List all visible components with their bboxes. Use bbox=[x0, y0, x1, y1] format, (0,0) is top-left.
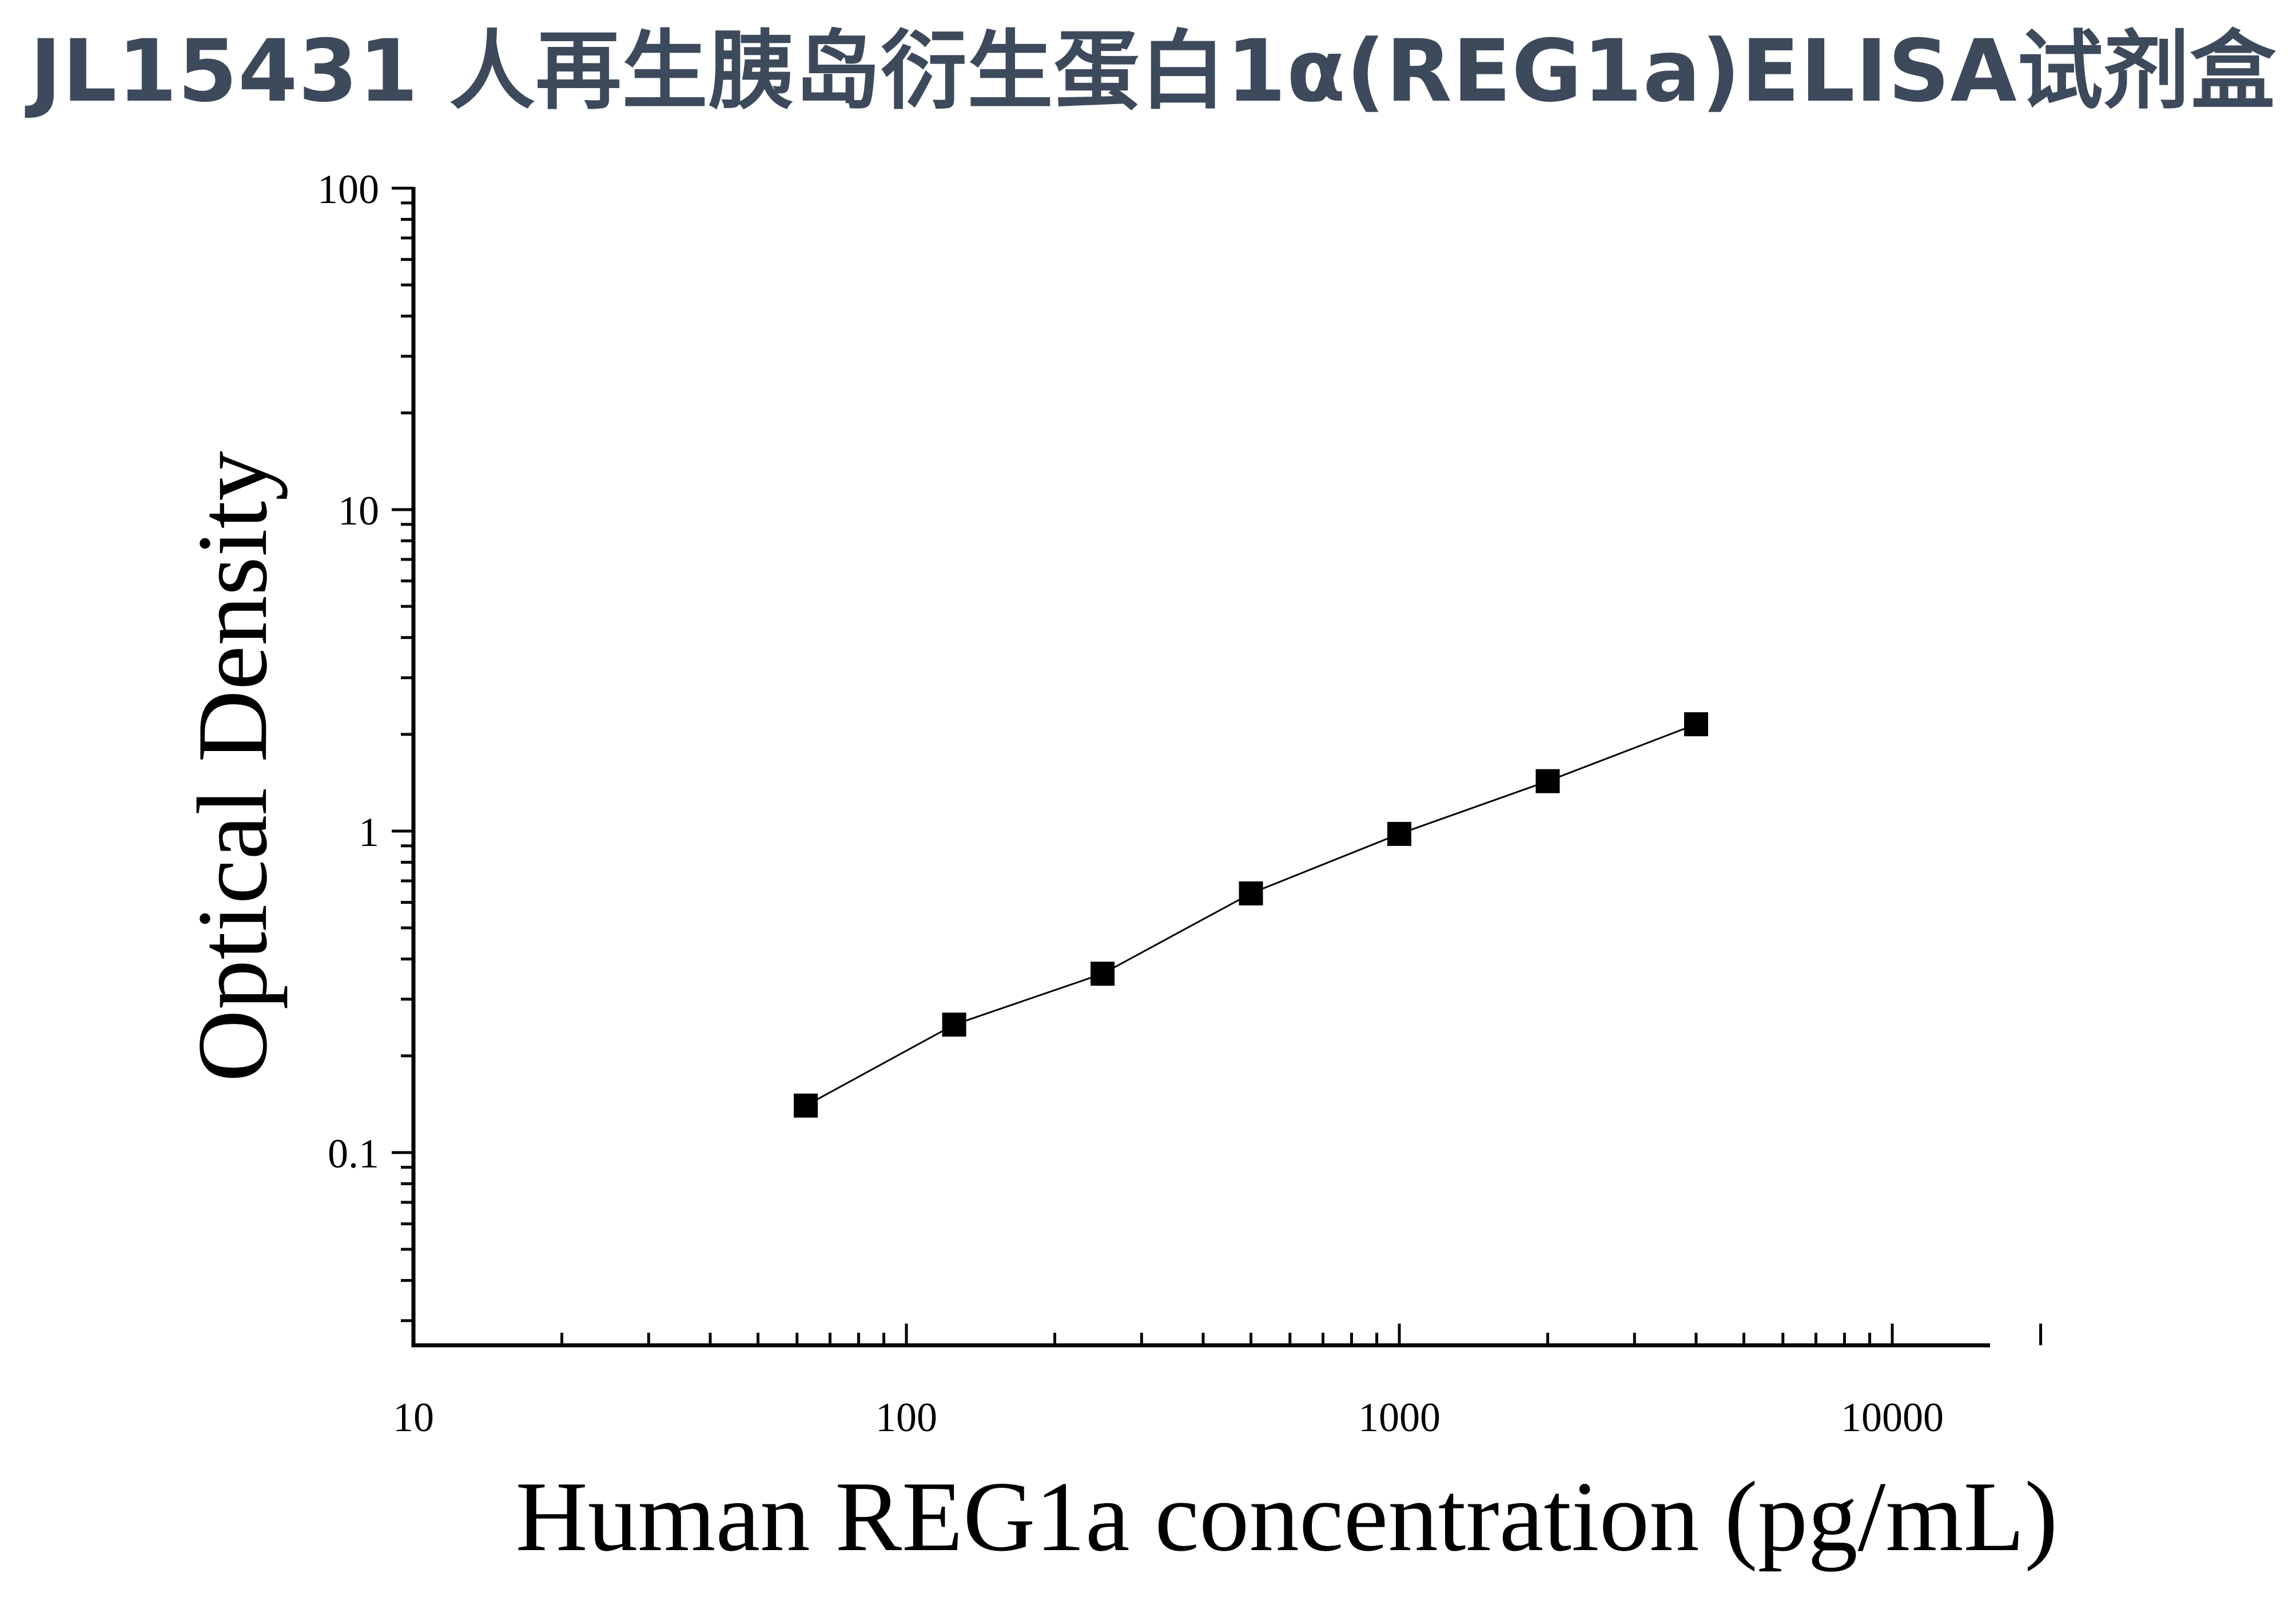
data-point bbox=[794, 1093, 818, 1118]
data-point bbox=[1684, 712, 1708, 737]
data-points-group bbox=[794, 712, 1708, 1118]
y-tick-label: 1 bbox=[359, 809, 379, 855]
data-point bbox=[942, 1012, 966, 1037]
data-point bbox=[1535, 769, 1560, 793]
data-point bbox=[1387, 821, 1411, 846]
tick-labels-group: 10 100 1000 10000 0.1 1 10 100 bbox=[317, 166, 1944, 1440]
y-tick-label: 100 bbox=[317, 166, 379, 212]
x-tick-label: 10000 bbox=[1841, 1395, 1944, 1440]
axes bbox=[392, 186, 2042, 1348]
x-axis-title: Human REG1a concentration (pg/mL) bbox=[515, 1461, 2058, 1572]
y-axis-title: Optical Density bbox=[177, 451, 288, 1082]
x-tick-label: 1000 bbox=[1358, 1395, 1441, 1440]
x-tick-label: 100 bbox=[876, 1395, 937, 1440]
x-tick-label: 10 bbox=[393, 1395, 434, 1440]
page-title: JL15431 人再生胰岛衍生蛋白1α(REG1a)ELISA试剂盒 bbox=[30, 22, 2277, 121]
y-tick-label: 10 bbox=[338, 488, 379, 534]
data-point bbox=[1091, 962, 1115, 986]
data-point bbox=[1239, 881, 1263, 905]
y-tick-label: 0.1 bbox=[328, 1131, 379, 1177]
fit-curve-group bbox=[805, 723, 1697, 1107]
fit-curve bbox=[805, 723, 1697, 1107]
